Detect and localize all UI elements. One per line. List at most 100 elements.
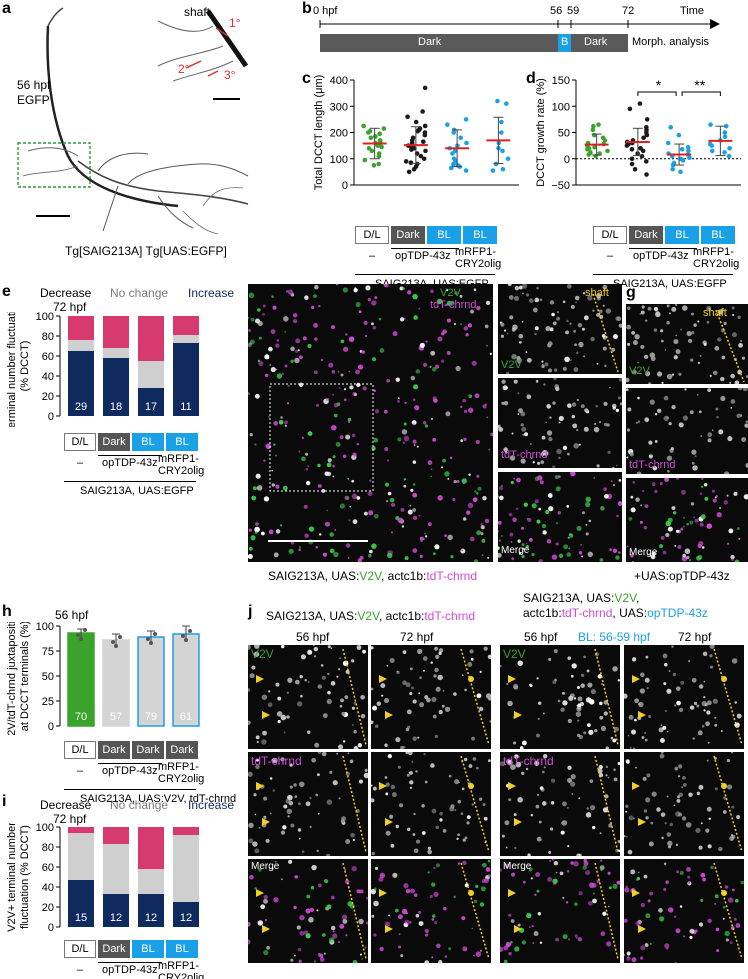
puncta [641,305,645,309]
puncta [662,550,667,555]
puncta [626,545,629,548]
puncta [469,536,475,542]
puncta [739,414,743,417]
genotype-mrfp: mRFP1- [158,453,199,465]
panel-b-letter: b [302,0,312,17]
data-point [629,156,635,162]
puncta [733,917,737,921]
puncta [548,657,552,661]
puncta [365,921,368,925]
puncta [487,654,491,659]
puncta [723,500,728,505]
sig-mark: * [656,77,662,93]
puncta [316,849,319,853]
data-point [680,158,686,163]
y-tick-label: 100 [36,622,54,633]
j-right2-mid: , UAS: [612,606,648,620]
puncta [409,786,413,790]
puncta [476,305,481,311]
puncta [509,455,516,461]
puncta [578,797,581,800]
puncta [684,548,691,554]
puncta [573,330,576,333]
puncta [715,495,718,498]
bar-segment [138,894,164,927]
puncta [583,315,589,321]
y-tick-label: 300 [330,101,348,113]
puncta [615,555,620,560]
puncta [437,495,443,501]
bar-b: B [561,36,569,48]
puncta [734,898,739,903]
puncta [467,502,474,509]
puncta [345,934,348,937]
puncta [280,830,286,835]
puncta [254,645,260,649]
data-point [451,161,456,167]
puncta [435,686,441,692]
puncta [701,485,704,488]
puncta [709,374,712,378]
puncta [262,312,265,316]
puncta [594,728,598,733]
puncta [731,888,735,892]
puncta [635,766,637,769]
panel-j-image [500,859,620,963]
puncta [313,646,319,652]
puncta [266,945,270,950]
puncta [484,324,489,329]
puncta [501,379,506,384]
puncta [577,322,583,328]
puncta [356,645,362,650]
bar-segment [138,316,164,361]
puncta [363,772,368,779]
puncta [316,909,319,912]
n-label: 17 [145,401,157,413]
puncta [439,811,443,816]
puncta [412,384,419,390]
puncta [615,408,620,413]
puncta [254,848,260,854]
puncta [641,736,645,739]
puncta [560,821,564,825]
puncta [404,401,407,405]
puncta [682,525,685,528]
data-point [146,637,150,641]
panel-f-tdt-label: tdT-chrnd [430,299,477,311]
puncta [454,291,458,295]
shaft-line [594,755,619,853]
arrowhead [638,711,646,719]
puncta [529,442,532,445]
puncta [481,862,487,868]
puncta [618,551,621,554]
puncta [329,770,333,775]
puncta [553,649,558,654]
puncta [410,488,414,492]
puncta [558,415,564,422]
puncta [324,471,329,476]
puncta [464,836,468,840]
puncta [604,494,609,499]
puncta [580,404,585,409]
shaft-dot [468,676,474,682]
puncta [263,950,269,956]
puncta [498,424,501,429]
puncta [401,908,408,915]
puncta [519,746,524,749]
puncta [306,894,311,899]
puncta [578,891,583,896]
puncta [662,653,668,659]
g-tdt-label: tdT-chrnd [629,459,676,471]
puncta [743,494,748,500]
puncta [624,953,626,957]
puncta [733,491,738,496]
puncta [517,660,523,666]
arrowhead [514,818,522,826]
stage-i: 72 hpf [53,812,87,826]
puncta [392,872,398,878]
puncta [265,838,270,843]
puncta [610,480,613,483]
puncta [505,451,508,454]
puncta [476,693,482,699]
data-point [422,85,428,91]
